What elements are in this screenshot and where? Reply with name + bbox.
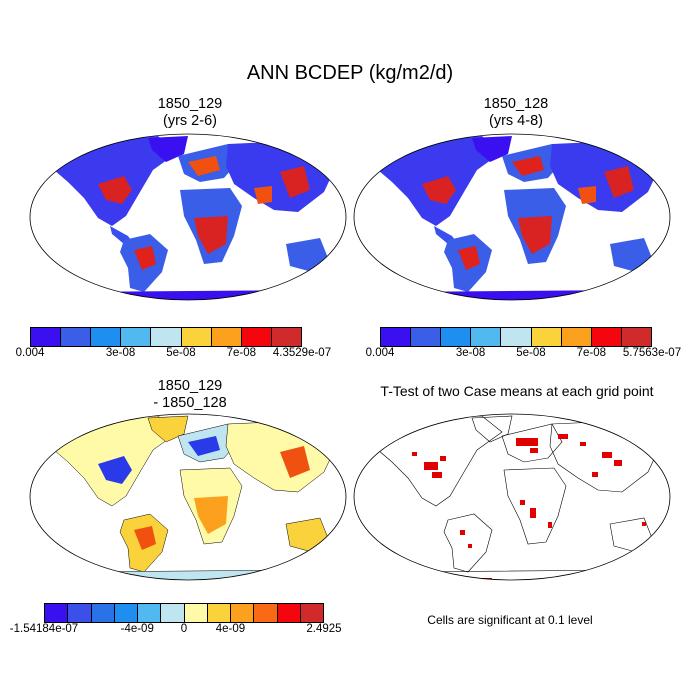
panel3-title: 1850_129 - 1850_128 <box>30 378 350 412</box>
diff-colorbar-cell <box>114 604 138 622</box>
africa-hotspot <box>194 216 228 254</box>
south-america-positive <box>134 526 156 550</box>
diff-colorbar-cell <box>68 604 92 622</box>
panel2-title-line2: (yrs 4-8) <box>489 113 543 129</box>
panel1-map <box>29 133 347 301</box>
mean1-colorbar-label: 4.3529e-07 <box>272 347 332 359</box>
colorbar-panel3 <box>44 603 324 623</box>
diff-colorbar-cell <box>254 604 278 622</box>
figure-title: ANN BCDEP (kg/m2/d) <box>246 62 454 84</box>
panel1-title-line1: 1850_129 <box>157 96 223 112</box>
mean1-colorbar-cell <box>271 328 301 346</box>
panel4-title: T-Test of two Case means at each grid po… <box>380 383 654 399</box>
mean2-colorbar-cell <box>441 328 472 346</box>
panel2-title: 1850_128 (yrs 4-8) <box>356 96 676 130</box>
panel2-map <box>353 133 671 301</box>
mean2-colorbar-cell <box>381 328 412 346</box>
greenland-land <box>147 415 189 443</box>
diff-colorbar-cell <box>91 604 115 622</box>
mean1-colorbar-label: 7e-08 <box>226 347 257 359</box>
south-asia-hotspot <box>254 186 272 204</box>
greenland-land <box>472 136 512 162</box>
panel4-map <box>353 413 671 581</box>
australia-land <box>610 238 652 272</box>
africa-positive <box>194 496 228 534</box>
australia-land <box>286 238 328 272</box>
africa-hotspot <box>518 216 552 254</box>
diff-colorbar-label: 0 <box>180 623 188 635</box>
panel3-title-line1: 1850_129 <box>157 378 223 394</box>
mean2-colorbar-cell <box>621 328 651 346</box>
south-america-hotspot <box>458 246 480 270</box>
europe-hotspot <box>512 156 544 176</box>
diff-colorbar-cell <box>231 604 255 622</box>
coastline-outlines <box>371 415 663 580</box>
mean2-colorbar-cell <box>471 328 502 346</box>
diff-colorbar-label: 4e-09 <box>215 623 246 635</box>
diff-colorbar-cell <box>277 604 301 622</box>
east-asia-positive <box>280 446 310 478</box>
mean2-colorbar-cell <box>501 328 532 346</box>
colorbar-panel1 <box>30 327 302 347</box>
diff-colorbar-cell <box>161 604 185 622</box>
colorbar-panel2-labels: 0.004 3e-08 5e-08 7e-08 5.7563e-07 <box>366 347 681 363</box>
mean1-colorbar-label: 0.004 <box>15 347 45 359</box>
diff-colorbar-cell <box>184 604 208 622</box>
south-asia-hotspot <box>578 186 596 204</box>
south-america-hotspot <box>134 246 156 270</box>
europe-hotspot <box>188 156 220 176</box>
mean1-colorbar-cell <box>181 328 212 346</box>
colorbar-panel2 <box>380 327 652 347</box>
mean1-colorbar-cell <box>61 328 92 346</box>
mean1-colorbar-cell <box>121 328 152 346</box>
diff-colorbar-cell <box>300 604 323 622</box>
diff-colorbar-label: -1.54184e-07 <box>9 623 79 635</box>
mean2-colorbar-cell <box>531 328 562 346</box>
mean2-colorbar-cell <box>561 328 592 346</box>
mean1-colorbar-cell <box>151 328 182 346</box>
panel2-title-line1: 1850_128 <box>483 96 549 112</box>
east-us-hotspot <box>422 176 456 204</box>
east-asia-hotspot <box>604 166 634 198</box>
mean2-colorbar-cell <box>411 328 442 346</box>
east-asia-hotspot <box>280 166 310 198</box>
east-us-hotspot <box>98 176 132 204</box>
mean1-colorbar-cell <box>31 328 62 346</box>
diff-colorbar-label: 2.4925 <box>306 623 342 635</box>
mean2-colorbar-label: 5e-08 <box>516 347 546 359</box>
diff-colorbar-label: -4e-09 <box>120 623 154 635</box>
mean2-colorbar-label: 0.004 <box>365 347 395 359</box>
diff-colorbar-cell <box>207 604 231 622</box>
diff-colorbar-cell <box>138 604 162 622</box>
mean2-colorbar-label: 5.7563e-07 <box>622 347 682 359</box>
mean1-colorbar-label: 5e-08 <box>166 347 196 359</box>
east-us-negative <box>98 456 132 484</box>
panel3-title-line2: - 1850_128 <box>153 395 227 411</box>
mean2-colorbar-label: 3e-08 <box>455 347 486 359</box>
mean1-colorbar-cell <box>241 328 272 346</box>
panel1-title: 1850_129 (yrs 2-6) <box>30 96 350 130</box>
panel3-map <box>29 413 347 581</box>
mean1-colorbar-cell <box>91 328 122 346</box>
greenland-land <box>148 136 188 162</box>
significance-note: Cells are significant at 0.1 level <box>427 613 593 627</box>
mean2-colorbar-label: 7e-08 <box>576 347 607 359</box>
mean2-colorbar-cell <box>591 328 622 346</box>
panel1-title-line2: (yrs 2-6) <box>163 113 217 129</box>
colorbar-panel3-labels: -1.54184e-07 -4e-09 0 4e-09 2.4925 <box>10 623 342 639</box>
mean1-colorbar-cell <box>211 328 242 346</box>
mean1-colorbar-label: 3e-08 <box>105 347 136 359</box>
europe-negative <box>188 436 220 456</box>
colorbar-panel1-labels: 0.004 3e-08 5e-08 7e-08 4.3529e-07 <box>16 347 331 363</box>
diff-colorbar-cell <box>45 604 69 622</box>
